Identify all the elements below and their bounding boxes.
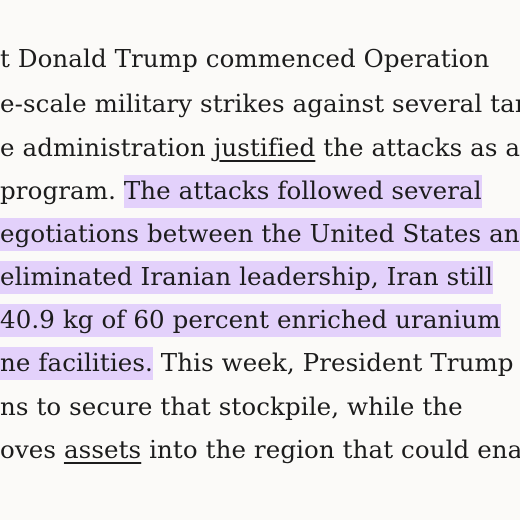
line-text: e administration — [0, 133, 214, 162]
line-text: the attacks as a — [315, 133, 520, 162]
highlighted-text[interactable]: ne facilities. — [0, 347, 153, 380]
highlighted-text[interactable]: egotiations between the United States an… — [0, 218, 520, 251]
article-line: ns to secure that stockpile, while the — [0, 390, 463, 424]
line-text: into the region that could enabl — [141, 435, 520, 464]
line-text: t Donald Trump commenced Operation — [0, 44, 490, 73]
line-text: program. — [0, 176, 124, 205]
article-line: t Donald Trump commenced Operation — [0, 42, 489, 76]
justified-link[interactable]: justified — [213, 133, 316, 162]
article-line: e-scale military strikes against several… — [0, 87, 520, 121]
line-text: e-scale military strikes against several… — [0, 89, 520, 118]
article-line: e administration justified the attacks a… — [0, 131, 520, 165]
article-line: oves assets into the region that could e… — [0, 433, 520, 467]
line-text: oves — [0, 435, 64, 464]
assets-link[interactable]: assets — [63, 435, 142, 464]
article-line: 40.9 kg of 60 percent enriched uranium — [0, 303, 501, 337]
highlighted-text[interactable]: The attacks followed several — [123, 175, 482, 208]
article-line: eliminated Iranian leadership, Iran stil… — [0, 260, 494, 294]
article-line: ne facilities. This week, President Trum… — [0, 346, 520, 380]
line-text: This week, President Trump is — [152, 348, 520, 377]
line-text: ns to secure that stockpile, while the — [0, 392, 463, 421]
highlighted-text[interactable]: 40.9 kg of 60 percent enriched uranium — [0, 304, 501, 337]
article-line: program. The attacks followed several — [0, 174, 482, 208]
article-line: egotiations between the United States an… — [0, 217, 520, 251]
highlighted-text[interactable]: eliminated Iranian leadership, Iran stil… — [0, 261, 494, 294]
